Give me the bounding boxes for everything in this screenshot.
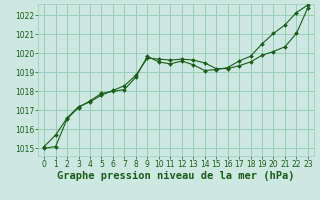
X-axis label: Graphe pression niveau de la mer (hPa): Graphe pression niveau de la mer (hPa): [57, 171, 295, 181]
